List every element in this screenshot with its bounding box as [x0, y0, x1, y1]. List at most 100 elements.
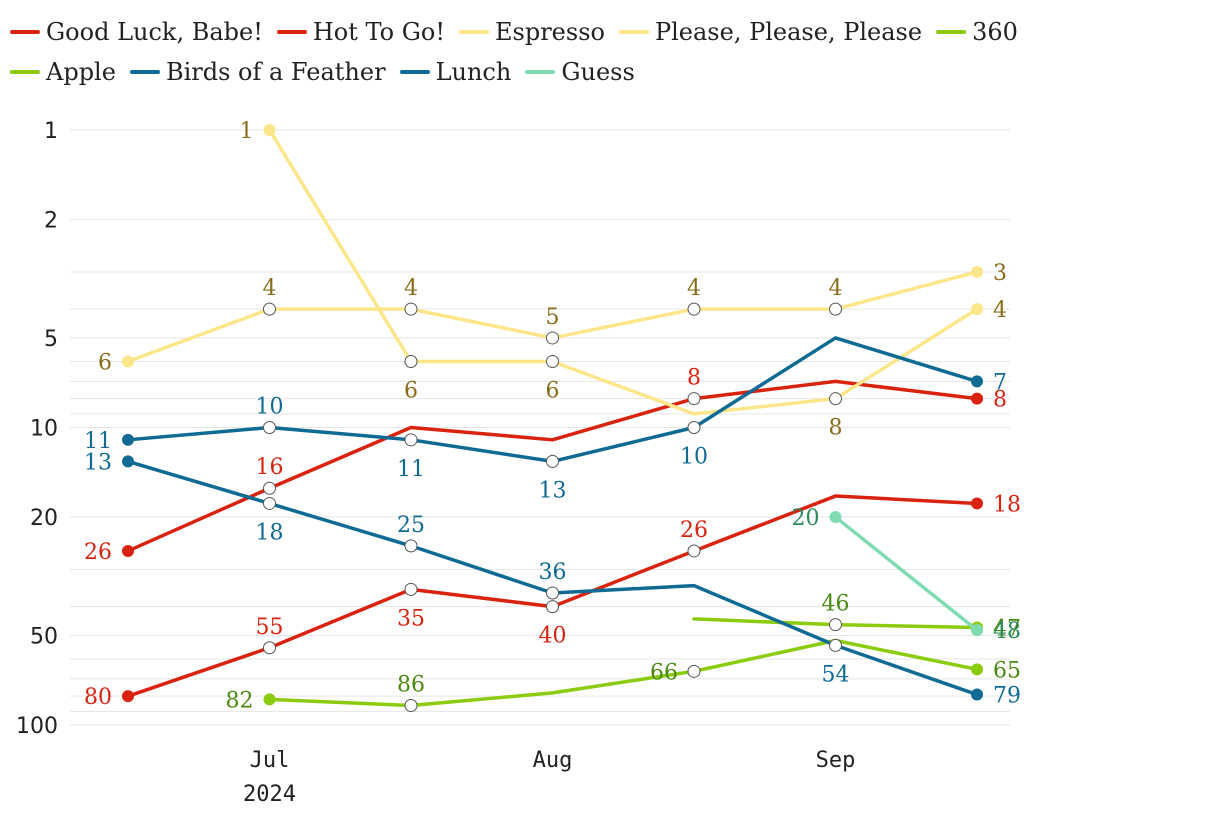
- series-apple: 82 86 66 65: [226, 638, 1021, 713]
- data-label: 11: [397, 457, 425, 482]
- series-point: [829, 638, 842, 652]
- series-point: [546, 600, 559, 614]
- data-label: 8: [687, 366, 701, 391]
- data-label: 4: [829, 276, 843, 301]
- data-label: 13: [539, 478, 567, 503]
- data-label: 55: [256, 615, 284, 640]
- series-point: [404, 699, 418, 713]
- series-point: [687, 544, 701, 558]
- data-label: 4: [687, 276, 701, 301]
- data-label: 5: [546, 305, 560, 330]
- data-label: 10: [256, 395, 284, 420]
- series-endpoint: [122, 690, 134, 703]
- series-line: [833, 515, 979, 632]
- data-label: 4: [404, 276, 418, 301]
- legend-item-guess: Guess: [525, 58, 635, 86]
- series-point: [263, 421, 276, 434]
- series-line: [267, 128, 979, 416]
- data-label: 1: [240, 119, 254, 144]
- series-lunch: 13 18 25 36 54 79: [84, 450, 1021, 708]
- x-tick-label: Sep: [816, 748, 856, 773]
- series-endpoint: [263, 693, 276, 706]
- legend-label: Lunch: [435, 58, 512, 86]
- series-point: [404, 539, 418, 553]
- legend-swatch: [129, 70, 160, 74]
- series-point: [687, 421, 701, 434]
- data-label: 82: [226, 688, 254, 713]
- data-label: 86: [397, 673, 425, 698]
- series-endpoint: [122, 455, 134, 468]
- x-tick-label: Aug: [533, 748, 573, 773]
- y-tick-label: 5: [44, 327, 58, 352]
- legend-item-birds-of-a-feather: Birds of a Feather: [129, 58, 386, 86]
- series-point: [263, 302, 276, 316]
- data-label: 48: [993, 619, 1021, 644]
- chart-legend: Good Luck, Babe! Hot To Go! Espresso Ple…: [10, 12, 1210, 92]
- data-label: 65: [993, 658, 1021, 683]
- legend-label: Good Luck, Babe!: [46, 18, 263, 46]
- legend-row-1: Good Luck, Babe! Hot To Go! Espresso Ple…: [10, 12, 1210, 52]
- data-label: 7: [993, 370, 1007, 395]
- data-label: 18: [993, 492, 1021, 517]
- data-label: 3: [993, 261, 1007, 286]
- data-label: 26: [680, 518, 708, 543]
- series-good-luck-babe: 26 16 8 8: [84, 366, 1007, 565]
- legend-label: 360: [972, 18, 1018, 46]
- series-point: [687, 302, 701, 316]
- series-espresso: 1 6 6 8 4: [240, 119, 1008, 441]
- data-label: 11: [84, 429, 112, 454]
- data-label: 66: [650, 660, 678, 685]
- series-endpoint: [971, 624, 983, 637]
- data-label: 6: [404, 379, 418, 404]
- series-point: [404, 582, 418, 596]
- legend-item-apple: Apple: [10, 58, 116, 86]
- series-point: [829, 302, 842, 316]
- legend-swatch: [459, 30, 489, 34]
- series-point: [404, 433, 418, 447]
- x-axis: Jul 2024 Aug Sep: [243, 748, 855, 807]
- series-360: 46 47: [692, 592, 1021, 641]
- series-endpoint: [971, 497, 983, 510]
- legend-label: Espresso: [495, 18, 605, 46]
- data-label: 20: [792, 506, 820, 531]
- legend-label: Please, Please, Please: [654, 18, 923, 46]
- data-label: 40: [539, 624, 567, 649]
- series-hot-to-go-line-a: 80 55 35 40 26 18: [84, 492, 1021, 710]
- legend-row-2: Apple Birds of a Feather Lunch Guess: [10, 52, 1210, 92]
- data-label: 10: [680, 445, 708, 470]
- series-endpoint: [122, 544, 134, 557]
- data-label: 6: [98, 351, 112, 376]
- series-line: [267, 638, 979, 708]
- data-label: 47: [993, 616, 1021, 641]
- x-tick-sublabel: 2024: [243, 782, 296, 807]
- series-point: [263, 641, 276, 655]
- series-point: [263, 481, 276, 495]
- data-label: 6: [546, 379, 560, 404]
- data-label: 13: [84, 450, 112, 475]
- legend-label: Birds of a Feather: [165, 58, 386, 86]
- series-endpoint: [829, 511, 842, 524]
- legend-item-espresso: Espresso: [459, 18, 605, 46]
- series-point: [546, 454, 559, 468]
- series-point: [263, 496, 276, 510]
- series-endpoint: [263, 124, 276, 136]
- series-point: [404, 355, 418, 368]
- legend-item-please-please-please: Please, Please, Please: [618, 18, 923, 46]
- series-endpoint: [971, 392, 983, 405]
- data-label: 54: [822, 662, 850, 687]
- series-please-please-please: 6 4 4 5 4 4 3: [98, 261, 1007, 376]
- legend-label: Apple: [46, 58, 116, 86]
- series-point: [829, 618, 842, 632]
- data-label: 80: [84, 685, 112, 710]
- y-tick-label: 2: [44, 209, 58, 234]
- y-tick-label: 100: [16, 714, 58, 739]
- series-point: [546, 331, 559, 345]
- data-label: 8: [829, 416, 843, 441]
- legend-swatch: [10, 30, 40, 34]
- y-tick-label: 20: [30, 506, 58, 531]
- series-endpoint: [122, 433, 134, 446]
- series-endpoint: [971, 663, 983, 676]
